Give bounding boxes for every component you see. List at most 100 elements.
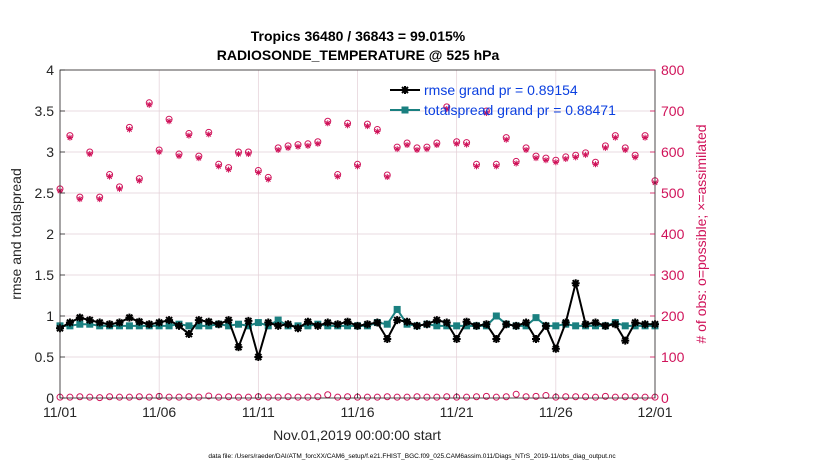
series-layer: [56, 99, 659, 402]
obs-assimilated-point: [602, 144, 609, 151]
obs-rejected-point: [473, 393, 480, 401]
y-tick-label: 4: [46, 62, 54, 78]
obs-assimilated-point: [572, 154, 579, 161]
rmse-point: [333, 320, 342, 329]
spread-point: [225, 322, 233, 330]
obs-assimilated-point: [473, 163, 480, 170]
rmse-point: [581, 320, 590, 329]
obs-rejected-point: [334, 393, 342, 401]
rmse-point: [472, 321, 481, 330]
obs-assimilated-point: [255, 169, 262, 176]
obs-assimilated-point: [493, 163, 500, 170]
rmse-point: [413, 321, 421, 330]
rmse-point: [214, 320, 223, 329]
obs-rejected-point: [175, 393, 183, 401]
obs-assimilated-point: [215, 163, 222, 170]
obs-rejected-point: [393, 393, 401, 401]
y-tick-label: 2.5: [35, 185, 55, 201]
obs-rejected-point: [532, 392, 540, 400]
x-axis-label: Nov.01,2019 00:00:00 start: [273, 427, 441, 443]
rmse-point: [403, 317, 412, 326]
obs-assimilated-point: [414, 146, 420, 153]
obs-rejected-point: [522, 393, 530, 401]
obs-rejected-point: [423, 393, 431, 401]
obs-assimilated-point: [146, 101, 153, 108]
data-file-footer: data file: /Users/raeder/DAI/ATM_forcXX/…: [208, 453, 616, 460]
obs-assimilated-point: [384, 174, 391, 181]
rmse-point: [641, 320, 650, 329]
obs-rejected-point: [76, 393, 84, 401]
y-tick-label: 0.5: [35, 349, 55, 365]
rmse-point: [95, 318, 104, 327]
rmse-point: [343, 317, 352, 326]
legend-rmse-marker: [401, 86, 409, 94]
obs-rejected-point: [433, 393, 441, 401]
rmse-point: [353, 321, 362, 330]
obs-assimilated-point: [463, 141, 470, 148]
obs-assimilated-point: [205, 131, 212, 138]
obs-assimilated-point: [76, 196, 83, 203]
obs-assimilated-point: [533, 155, 539, 162]
obs-assimilated-point: [582, 151, 589, 158]
obs-assimilated-point: [423, 146, 430, 153]
obs-rejected-point: [185, 393, 193, 401]
obs-rejected-point: [145, 393, 153, 401]
rmse-point: [571, 279, 580, 288]
rmse-point: [274, 321, 283, 330]
obs-rejected-point: [66, 393, 74, 401]
rmse-point: [462, 317, 471, 326]
obs-rejected-point: [592, 393, 599, 401]
obs-rejected-point: [116, 393, 123, 401]
rmse-point: [541, 321, 550, 330]
legend-spread-label: totalspread grand pr = 0.88471: [424, 102, 616, 118]
obs-assimilated-point: [404, 142, 411, 149]
obs-assimilated-point: [156, 149, 163, 155]
spread-point: [393, 305, 401, 313]
y-tick-label: 2: [46, 226, 54, 242]
spread-point: [453, 322, 461, 330]
x-tick-label: 11/16: [341, 404, 375, 420]
obs-assimilated-point: [304, 142, 311, 149]
obs-rejected-point: [96, 394, 104, 402]
chart-title-line2: RADIOSONDE_TEMPERATURE @ 525 hPa: [217, 47, 500, 63]
obs-assimilated-point: [364, 123, 371, 130]
x-tick-label: 11/11: [242, 404, 275, 420]
obs-assimilated-point: [176, 153, 182, 160]
rmse-point: [125, 313, 134, 322]
spread-point: [185, 322, 193, 330]
rmse-point: [65, 318, 74, 327]
rmse-point: [363, 320, 372, 329]
ticks: 0 0.5 1 1.5 2 2.5 3 3.5 4 0 100 200 300 400 500 600 700 8…: [35, 62, 685, 420]
obs-rejected-point: [403, 393, 411, 401]
obs-assimilated-point: [295, 143, 301, 150]
spread-point: [244, 322, 252, 330]
obs-rejected-point: [363, 393, 371, 401]
y-tick-label: 3: [46, 144, 54, 160]
rmse-point: [244, 316, 253, 325]
obs-rejected-point: [512, 390, 520, 398]
obs-assimilated-point: [324, 120, 331, 127]
spread-point: [572, 322, 580, 330]
obs-rejected-point: [611, 393, 619, 401]
obs-assimilated-point: [562, 155, 569, 162]
rmse-point: [204, 317, 213, 326]
x-tick-label: 11/01: [43, 404, 77, 420]
obs-rejected-point: [86, 393, 94, 401]
rmse-point: [591, 318, 600, 327]
obs-rejected-point: [165, 393, 173, 401]
obs-assimilated-point: [314, 140, 321, 147]
obs-rejected-point: [314, 393, 322, 401]
spread-point: [383, 320, 391, 328]
obs-rejected-point: [413, 393, 421, 401]
obs-assimilated-point: [542, 157, 549, 164]
rmse-point: [165, 316, 174, 325]
obs-assimilated-point: [503, 136, 510, 143]
spread-point: [304, 322, 312, 330]
obs-rejected-point: [215, 393, 223, 401]
obs-rejected-point: [274, 393, 282, 401]
x-tick-label: 12/01: [637, 404, 672, 420]
obs-rejected-point: [383, 393, 391, 401]
obs-assimilated-point: [245, 151, 252, 158]
y-axis-label: rmse and totalspread: [8, 168, 24, 300]
x-tick-label: 11/26: [539, 404, 573, 420]
